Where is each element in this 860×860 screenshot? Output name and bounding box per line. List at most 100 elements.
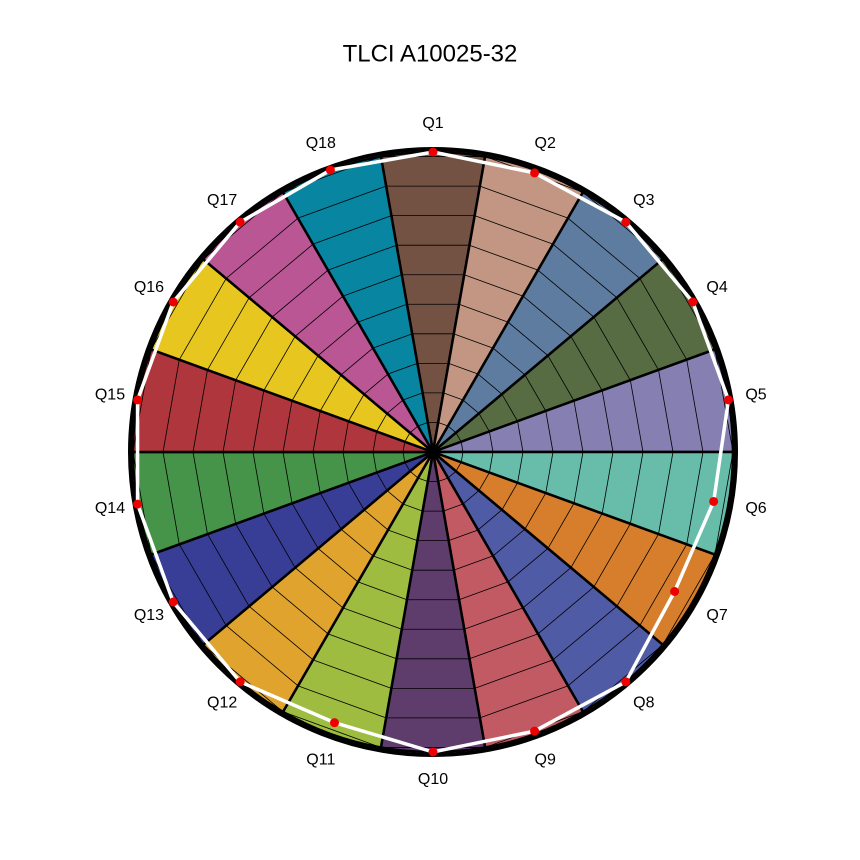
grid-ring (458, 303, 509, 323)
grid-ring (263, 513, 296, 568)
grid-ring (474, 215, 554, 245)
grid-ring (545, 410, 554, 453)
value-marker (168, 597, 178, 607)
grid-ring (545, 451, 554, 494)
category-label: Q17 (207, 192, 237, 209)
grid-ring (235, 523, 273, 588)
grid-ring (464, 274, 524, 297)
grid-ring (409, 425, 419, 434)
grid-ring (460, 451, 464, 463)
grid-ring (460, 441, 464, 453)
grid-ring (552, 605, 618, 661)
grid-ring (517, 451, 524, 483)
grid-ring (522, 567, 572, 609)
grid-ring (601, 390, 614, 453)
grid-ring (453, 555, 494, 571)
grid-ring (222, 451, 237, 524)
grid-ring (404, 432, 411, 442)
value-marker (530, 168, 540, 178)
grid-ring (248, 605, 314, 661)
grid-ring (342, 607, 402, 630)
grid-ring (639, 544, 688, 626)
grid-ring (547, 503, 575, 549)
grid-ring (207, 297, 250, 371)
grid-ring (616, 297, 659, 371)
grid-ring (376, 413, 388, 432)
grid-ring (629, 380, 644, 453)
grid-ring (488, 451, 494, 473)
grid-ring (438, 477, 449, 482)
grid-ring (271, 586, 329, 635)
grid-ring (567, 217, 641, 279)
grid-ring (376, 472, 388, 491)
category-label: Q16 (134, 279, 164, 296)
category-label: Q18 (306, 135, 336, 152)
grid-ring (464, 607, 524, 630)
grid-ring (455, 432, 462, 442)
grid-ring (458, 581, 509, 601)
grid-ring (517, 421, 524, 453)
grid-ring (363, 373, 389, 395)
grid-ring (537, 269, 595, 318)
grid-ring (317, 548, 359, 583)
category-label: Q11 (306, 751, 335, 768)
category-label: Q2 (535, 135, 556, 152)
grid-ring (372, 431, 378, 453)
grid-ring (372, 451, 378, 473)
grid-ring (447, 425, 457, 434)
grid-ring (507, 321, 549, 356)
value-marker (688, 297, 698, 307)
grid-ring (386, 490, 404, 505)
grid-ring (342, 421, 349, 453)
grid-ring (282, 451, 293, 504)
category-label: Q5 (745, 386, 766, 403)
grid-ring (312, 659, 392, 689)
value-marker (133, 395, 143, 405)
value-marker (133, 499, 143, 509)
grid-ring (469, 244, 539, 271)
grid-ring (601, 451, 614, 514)
grid-ring (386, 399, 404, 414)
grid-ring (477, 373, 503, 395)
grid-ring (402, 392, 423, 401)
grid-ring (348, 393, 365, 422)
grid-ring (342, 451, 349, 483)
grid-ring (297, 685, 387, 719)
grid-ring (291, 355, 319, 401)
grid-ring (492, 347, 526, 376)
grid-ring (455, 462, 462, 472)
grid-ring (387, 529, 418, 542)
grid-ring (570, 513, 603, 568)
grid-ring (567, 625, 641, 687)
grid-ring (658, 451, 674, 535)
value-marker (723, 395, 733, 405)
grid-ring (479, 185, 569, 219)
category-label: Q14 (95, 500, 125, 517)
value-marker (530, 726, 540, 736)
grid-ring (312, 410, 321, 453)
category-label: Q13 (134, 607, 164, 624)
grid-ring (658, 369, 674, 453)
value-marker (709, 496, 719, 506)
value-marker (621, 677, 631, 687)
grid-ring (404, 462, 411, 472)
grid-ring (593, 523, 631, 588)
grid-ring (357, 303, 408, 323)
grid-ring (573, 451, 584, 504)
grid-ring (462, 490, 480, 505)
grid-ring (552, 243, 618, 299)
grid-ring (479, 685, 569, 719)
category-label: Q10 (418, 771, 448, 788)
grid-ring (317, 321, 359, 356)
grid-ring (402, 503, 423, 512)
grid-ring (462, 399, 480, 414)
grid-ring (501, 482, 518, 511)
grid-ring (593, 316, 631, 381)
grid-ring (402, 441, 406, 453)
grid-ring (363, 509, 389, 531)
category-label: Q9 (535, 751, 556, 768)
grid-ring (448, 529, 479, 542)
grid-ring (686, 451, 704, 545)
grid-ring (524, 374, 547, 412)
